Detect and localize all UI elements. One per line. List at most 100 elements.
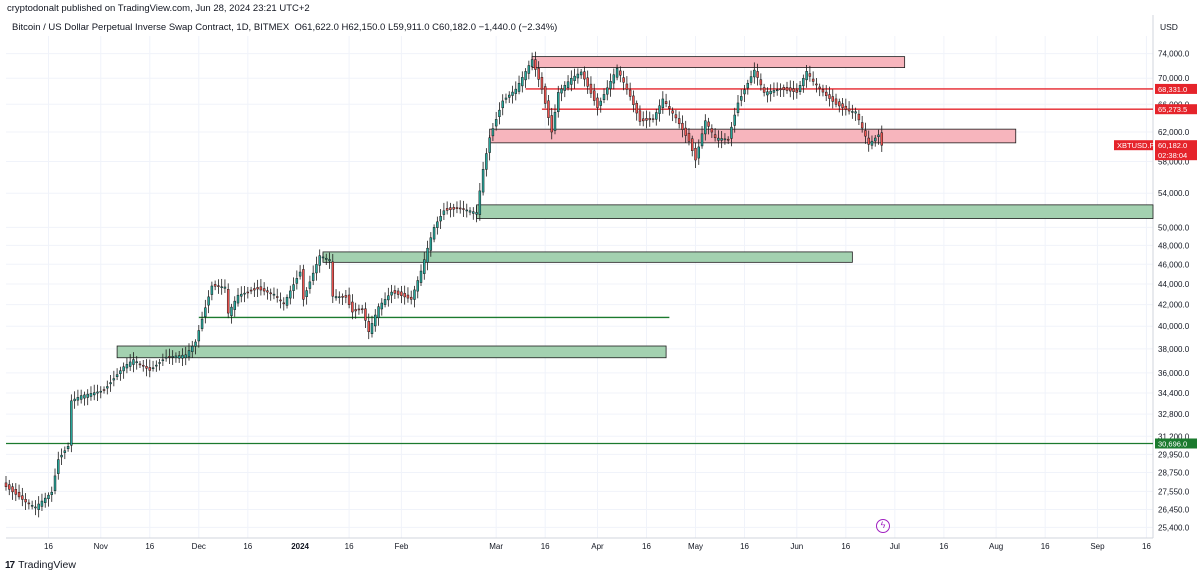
candle-up <box>602 94 606 100</box>
x-tick-label: May <box>688 542 703 551</box>
candle-up <box>553 111 557 131</box>
candle-down <box>834 98 838 105</box>
candle-up <box>387 295 390 301</box>
ohlc-values: O61,622.0 H62,150.0 L59,911.0 C60,182.0 … <box>294 22 558 33</box>
candle-up <box>436 221 439 228</box>
candle-down <box>142 364 145 367</box>
candle-down <box>393 290 397 294</box>
candle-up <box>704 120 707 135</box>
candle-up <box>236 294 240 304</box>
candle-down <box>726 138 730 141</box>
candle-up <box>573 75 576 81</box>
candle-down <box>213 284 217 287</box>
candle-up <box>730 126 733 139</box>
candle-down <box>367 321 370 333</box>
candle-down <box>671 110 674 114</box>
candle-up <box>753 69 756 78</box>
candle-up <box>272 293 276 296</box>
candle-up <box>442 210 446 215</box>
publisher-line: cryptodonalt published on TradingView.co… <box>7 3 310 14</box>
candle-up <box>204 307 207 317</box>
y-tick-label: 36,000.0 <box>1158 369 1190 378</box>
candle-down <box>8 484 11 490</box>
candle-up <box>736 102 740 113</box>
candle-up <box>432 227 436 240</box>
candle-up <box>93 392 96 396</box>
candle-up <box>494 119 498 127</box>
candle-down <box>24 499 27 503</box>
candle-down <box>694 147 697 161</box>
y-tick-label: 28,750.0 <box>1158 469 1190 478</box>
candle-up <box>749 76 753 83</box>
candle-up <box>439 216 442 222</box>
candle-up <box>161 359 165 362</box>
candle-up <box>501 100 504 109</box>
candle-down <box>259 286 263 291</box>
candle-up <box>194 341 197 347</box>
candle-down <box>628 89 632 97</box>
candle-down <box>818 86 821 89</box>
candle-down <box>641 118 645 122</box>
candle-down <box>808 73 812 77</box>
tradingview-logo[interactable]: 17 TradingView <box>5 559 76 571</box>
support-zone <box>476 204 1154 219</box>
candle-down <box>857 113 861 121</box>
price-label-text: 30,696.0 <box>1158 439 1187 448</box>
candle-up <box>530 59 534 67</box>
candle-down <box>648 118 651 121</box>
candle-up <box>805 71 808 81</box>
candle-down <box>27 502 31 505</box>
candle-down <box>779 88 782 91</box>
candle-up <box>128 361 132 367</box>
candle-down <box>782 87 785 91</box>
candle-down <box>622 77 625 83</box>
candle-up <box>89 393 93 397</box>
candle-up <box>775 89 779 92</box>
lightning-icon[interactable]: ϟ <box>876 519 890 533</box>
candle-up <box>658 105 661 114</box>
candle-down <box>625 83 629 90</box>
x-tick-label: Dec <box>192 542 206 551</box>
candle-up <box>50 491 53 495</box>
candle-up <box>158 362 161 364</box>
candle-down <box>400 291 403 296</box>
candle-down <box>847 108 851 112</box>
x-tick-label: Feb <box>395 542 409 551</box>
x-tick-label: Aug <box>989 542 1003 551</box>
y-tick-label: 29,950.0 <box>1158 450 1190 459</box>
candle-down <box>664 101 668 104</box>
candle-down <box>347 294 351 305</box>
x-tick-label: 16 <box>345 542 354 551</box>
candle-up <box>423 259 426 274</box>
candle-up <box>514 88 518 94</box>
candle-up <box>73 398 76 402</box>
y-tick-label: 54,000.0 <box>1158 189 1190 198</box>
candle-down <box>583 71 586 80</box>
y-tick-label: 34,400.0 <box>1158 389 1190 398</box>
candle-down <box>282 302 285 305</box>
x-tick-label: Jun <box>790 542 803 551</box>
candle-up <box>289 290 292 299</box>
candle-down <box>619 70 622 76</box>
candle-up <box>119 370 122 374</box>
ticker-badge <box>1114 140 1153 151</box>
y-tick-label: 50,000.0 <box>1158 223 1190 232</box>
candle-up <box>576 73 580 79</box>
candle-down <box>789 87 792 92</box>
candle-up <box>570 77 573 85</box>
candle-up <box>874 137 877 142</box>
price-label-badge <box>1155 438 1197 449</box>
candle-up <box>191 345 194 352</box>
candle-down <box>592 90 596 101</box>
y-tick-label: 40,000.0 <box>1158 322 1190 331</box>
candle-down <box>269 292 272 295</box>
candle-down <box>341 296 344 298</box>
candle-down <box>844 105 848 110</box>
candle-up <box>488 137 491 153</box>
candle-down <box>762 87 766 93</box>
candle-down <box>860 122 864 129</box>
candle-up <box>697 146 701 159</box>
candle-up <box>854 111 857 114</box>
candle-down <box>449 207 452 211</box>
